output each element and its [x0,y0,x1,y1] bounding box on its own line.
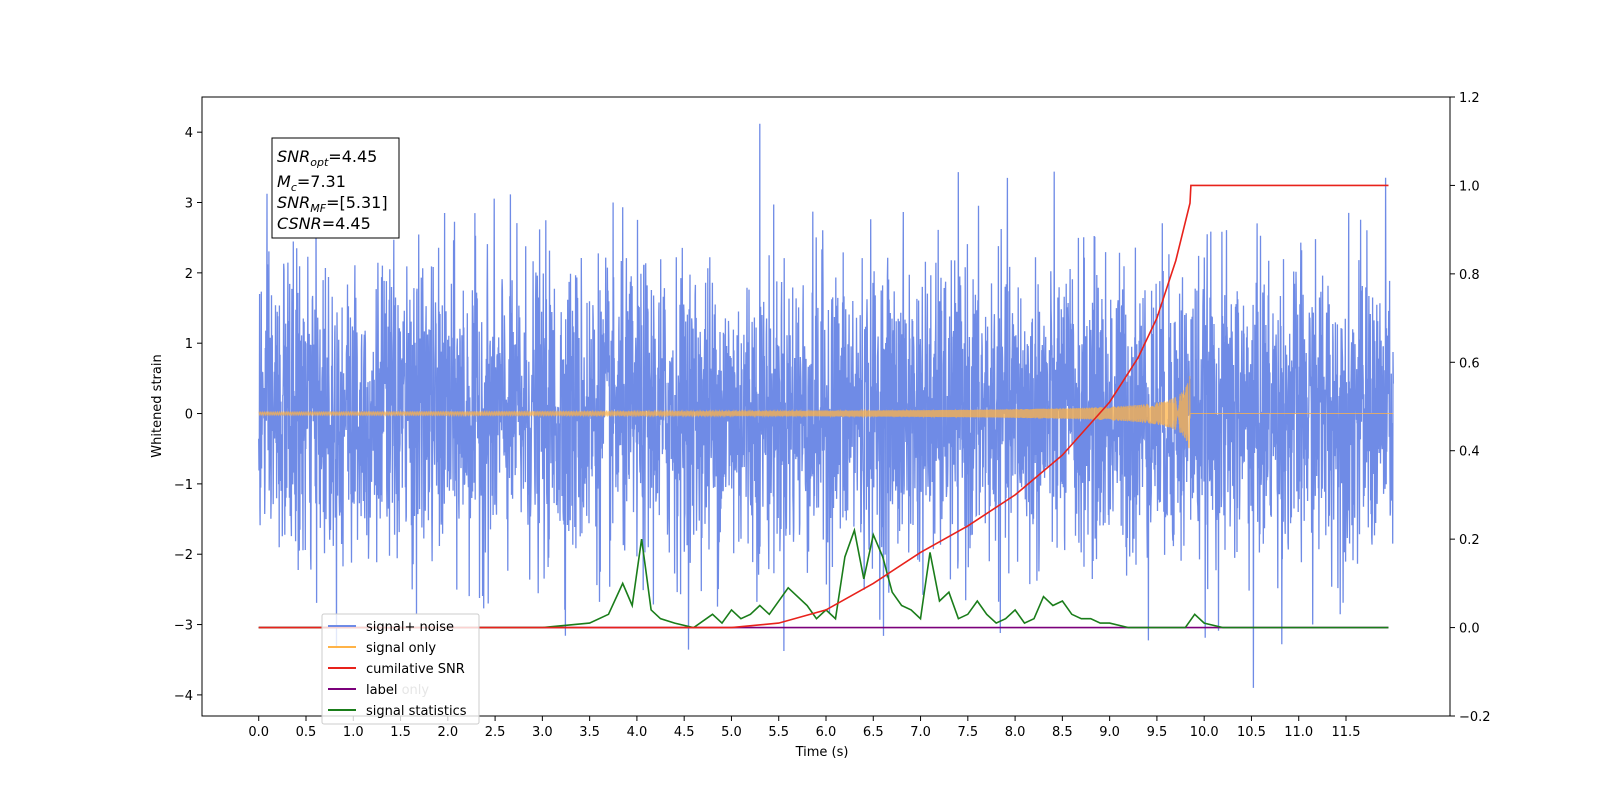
y2-tick-label: −0.2 [1459,710,1491,725]
y-tick-label: 2 [185,267,193,282]
x-tick-label: 0.5 [296,725,317,740]
legend-label-label: label [366,683,397,698]
signal-noise-series [258,123,1394,688]
legend-item-signal-noise: signal+ noise [328,620,454,635]
x-tick-label: 1.0 [343,725,364,740]
x-tick-label: 6.5 [863,725,884,740]
x-tick-label: 9.0 [1099,725,1120,740]
x-tick-label: 11.5 [1332,725,1361,740]
y2-axis-ticks: 1.2 1.0 0.8 0.6 0.4 0.2 0.0 −0.2 [1450,91,1491,725]
x-tick-label: 6.0 [816,725,837,740]
series-line-cumilative-snr [258,184,1389,629]
x-tick-label: 2.0 [437,725,458,740]
legend-item-signal-only: signal only [328,641,436,656]
x-tick-label: 4.0 [627,725,648,740]
legend-label-cumulative-snr: cumilative SNR [366,662,465,677]
legend: signal+ noise signal only cumilative SNR… [321,613,480,725]
stat-snr-mf: SNRMF=[5.31] [277,193,388,215]
x-tick-label: 8.5 [1052,725,1073,740]
x-tick-label: 0.0 [248,725,269,740]
stat-mc: Mc=7.31 [277,172,346,194]
y2-tick-label: 1.2 [1459,91,1480,106]
x-tick-label: 11.0 [1284,725,1313,740]
signal-noise-line [258,123,1394,688]
x-tick-label: 9.5 [1147,725,1168,740]
legend-label-signal-noise: signal+ noise [366,620,454,635]
y-tick-label: −2 [174,548,193,563]
stat-csnr: CSNR=4.45 [277,214,371,233]
y-tick-label: 0 [185,408,193,423]
x-axis-ticks: 0.0 0.5 1.0 1.5 2.0 2.5 3.0 3.5 4.0 4.5 5.0 5.5 6.0 6… [248,716,1360,740]
y-tick-label: −1 [174,478,193,493]
y-tick-label: 1 [185,337,193,352]
x-axis-label: Time (s) [795,745,849,760]
legend-item-cumulative-snr: cumilative SNR [328,662,465,677]
stats-box: SNRopt=4.45 Mc=7.31 SNRMF=[5.31] CSNR=4.… [271,137,400,239]
signal-only-line [258,375,1394,449]
legend-label-signal-statistics: signal statistics [366,704,467,719]
y2-tick-label: 0.4 [1459,445,1480,460]
y-tick-label: −4 [174,689,193,704]
y-tick-label: −3 [174,619,193,634]
y-axis-ticks: 4 3 2 1 0 −1 −2 −3 −4 [174,126,202,704]
y2-tick-label: 0.6 [1459,356,1480,371]
legend-label-signal-only: signal only [366,641,436,656]
x-tick-label: 1.5 [390,725,411,740]
series-line-signal-statistics [258,527,1389,629]
x-tick-label: 2.5 [485,725,506,740]
y2-tick-label: 1.0 [1459,179,1480,194]
legend-label-label-only: label only [366,683,429,698]
y-tick-label: 4 [185,126,193,141]
x-tick-label: 3.5 [579,725,600,740]
x-tick-label: 10.0 [1190,725,1219,740]
x-tick-label: 4.5 [674,725,695,740]
x-tick-label: 7.0 [910,725,931,740]
signal-only-series [258,375,1394,449]
y2-tick-label: 0.8 [1459,268,1480,283]
y-tick-label: 3 [185,197,193,212]
stat-snr-opt: SNRopt=4.45 [277,147,377,169]
x-tick-label: 10.5 [1237,725,1266,740]
x-tick-label: 5.0 [721,725,742,740]
x-tick-label: 8.0 [1005,725,1026,740]
x-tick-label: 5.5 [768,725,789,740]
x-tick-label: 7.5 [957,725,978,740]
legend-item-signal-statistics: signal statistics [328,704,467,719]
y2-tick-label: 0.2 [1459,533,1480,548]
x-tick-label: 3.0 [532,725,553,740]
y-axis-label: Whitened strain [150,354,165,457]
y2-tick-label: 0.0 [1459,622,1480,637]
legend-item-label: label only label [328,683,429,698]
